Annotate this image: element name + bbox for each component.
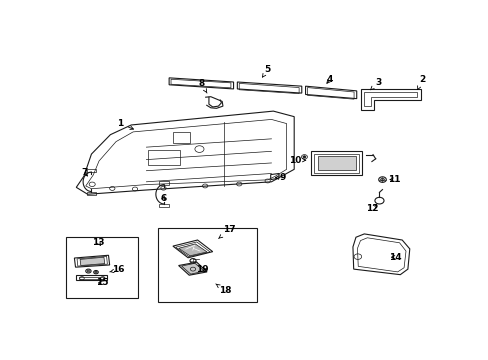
Text: 5: 5 <box>262 65 270 77</box>
Text: 4: 4 <box>326 75 333 84</box>
Text: 17: 17 <box>218 225 236 239</box>
Text: 1: 1 <box>117 119 133 129</box>
Polygon shape <box>317 156 355 170</box>
Text: 16: 16 <box>109 265 125 274</box>
Circle shape <box>95 271 97 273</box>
Circle shape <box>380 178 384 181</box>
Text: 9: 9 <box>275 173 285 182</box>
Text: 10: 10 <box>288 156 305 165</box>
Circle shape <box>87 270 89 272</box>
Bar <box>158 228 257 302</box>
Text: 2: 2 <box>417 75 425 90</box>
Text: 15: 15 <box>96 279 108 288</box>
Text: 8: 8 <box>198 79 206 93</box>
Text: 12: 12 <box>366 204 378 213</box>
Text: 11: 11 <box>387 175 399 184</box>
Polygon shape <box>178 244 206 256</box>
Text: 19: 19 <box>195 265 208 274</box>
Polygon shape <box>80 257 104 266</box>
Text: 7: 7 <box>81 168 88 177</box>
Text: 14: 14 <box>388 253 401 262</box>
Text: 18: 18 <box>215 284 231 295</box>
Text: 3: 3 <box>370 77 381 90</box>
Text: 6: 6 <box>160 194 166 203</box>
Text: 13: 13 <box>92 238 104 247</box>
Polygon shape <box>178 262 206 275</box>
Bar <box>65 237 138 298</box>
Circle shape <box>302 156 305 158</box>
